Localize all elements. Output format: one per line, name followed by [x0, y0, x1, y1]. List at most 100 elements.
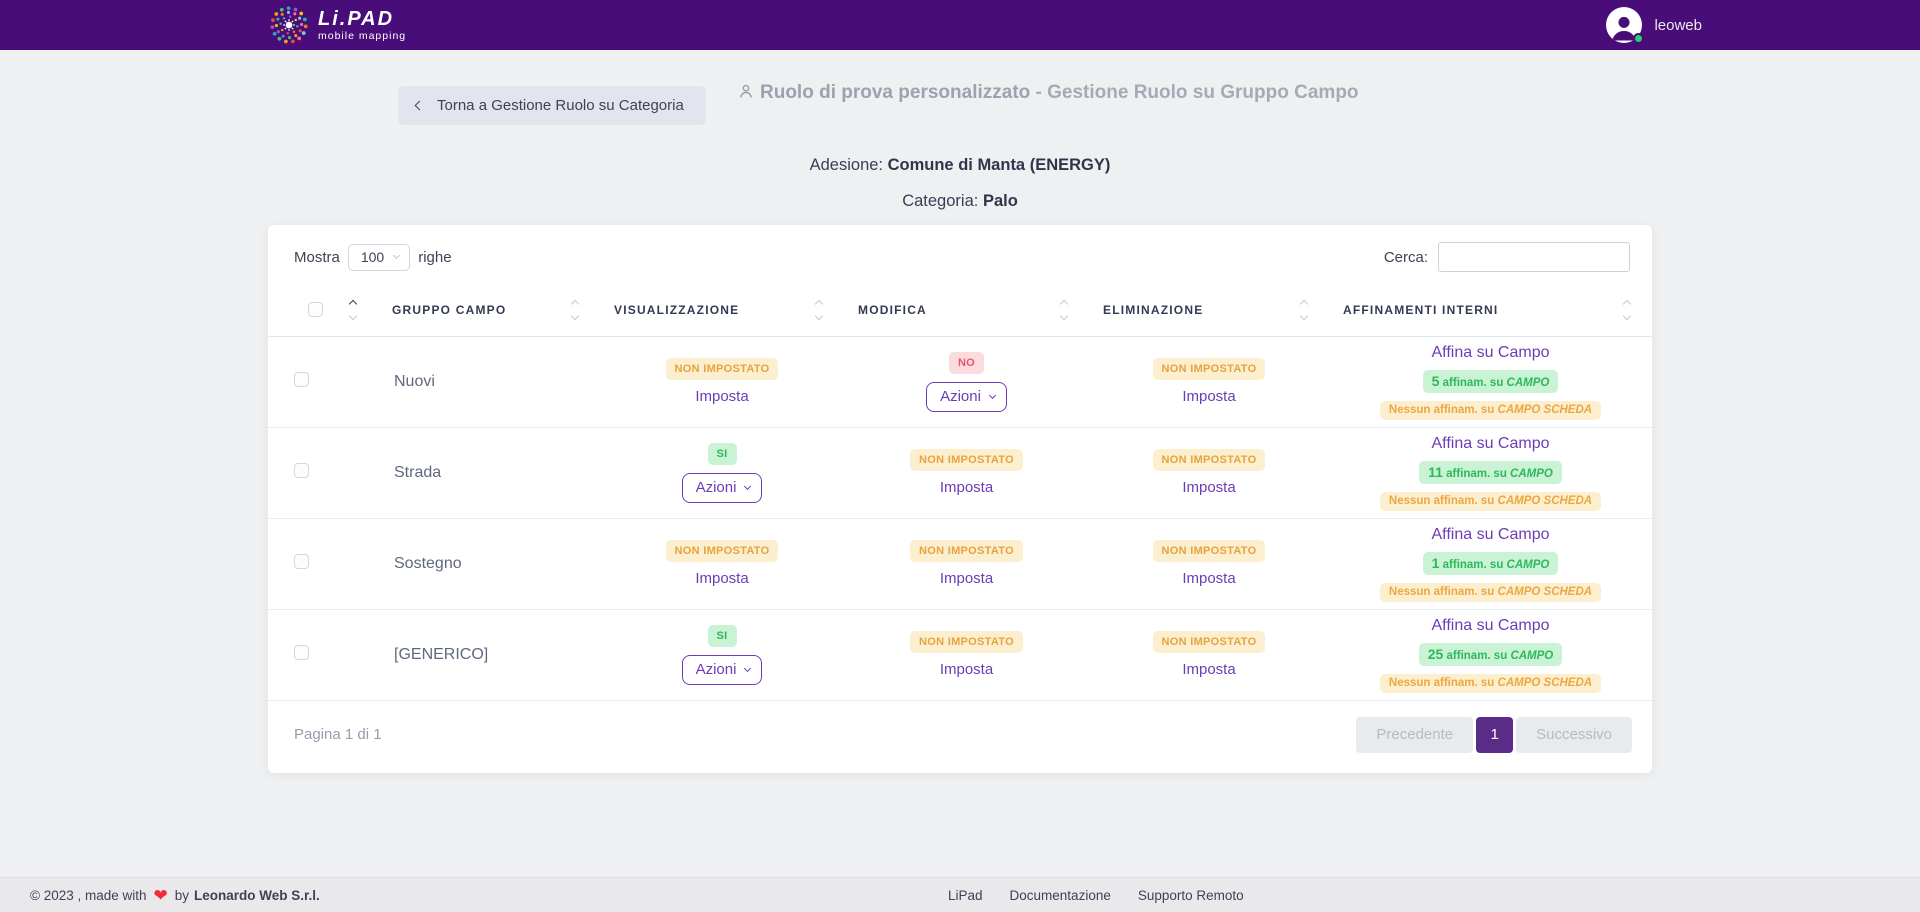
column-header-eliminazione: ELIMINAZIONE [1103, 302, 1204, 317]
cell-gruppo-campo: Nuovi [378, 336, 600, 428]
refinement-count: 11 [1428, 463, 1443, 480]
imposta-link[interactable]: Imposta [939, 479, 994, 496]
footer-link-supporto-remoto[interactable]: Supporto Remoto [1137, 887, 1244, 903]
imposta-link[interactable]: Imposta [939, 661, 994, 678]
footer-link-lipad[interactable]: LiPad [948, 887, 983, 903]
chevron-down-icon [988, 391, 996, 399]
imposta-link[interactable]: Imposta [1182, 388, 1236, 405]
select-all-checkbox[interactable] [308, 302, 323, 318]
imposta-link[interactable]: Imposta [1182, 479, 1236, 496]
sort-desc-icon [1299, 311, 1309, 320]
status-badge-modifica: NON IMPOSTATO [910, 540, 1023, 562]
imposta-link[interactable]: Imposta [695, 388, 749, 405]
sort-control[interactable] [348, 299, 358, 320]
page-size-value: 100 [360, 248, 385, 265]
refinement-count: 25 [1427, 645, 1444, 662]
gruppo-campo-table: GRUPPO CAMPO VISUALIZZAZIONE MODIFICA EL… [268, 284, 1652, 701]
online-status-dot [1633, 33, 1645, 44]
campo-refinements-badge: 25 affinam. su CAMPO [1418, 642, 1563, 666]
affina-su-campo-link[interactable]: Affina su Campo [1431, 434, 1550, 452]
campo-refinements-badge: 5 affinam. su CAMPO [1422, 369, 1559, 393]
sort-control[interactable] [1299, 299, 1309, 320]
categoria-label: Categoria: [902, 192, 979, 210]
cell-select [268, 518, 378, 610]
status-badge-eliminazione: NON IMPOSTATO [1152, 540, 1266, 562]
campo-scheda-refinements-badge: Nessun affinam. su CAMPO SCHEDA [1379, 400, 1602, 420]
affina-su-campo-link[interactable]: Affina su Campo [1431, 343, 1550, 361]
refinement-target: CAMPO SCHEDA [1497, 494, 1593, 507]
back-button[interactable]: Torna a Gestione Ruolo su Categoria [398, 86, 706, 125]
username: leoweb [1654, 16, 1702, 34]
page-title: Ruolo di prova personalizzato - Gestione… [738, 80, 1406, 107]
sort-control[interactable] [1059, 299, 1069, 320]
company-name: Leonardo Web S.r.l. [194, 887, 320, 903]
cell-visualizzazione: SI Azioni [600, 427, 844, 519]
table-header-row: GRUPPO CAMPO VISUALIZZAZIONE MODIFICA EL… [268, 284, 1652, 337]
sort-asc-icon [1622, 299, 1632, 308]
column-header-affinamenti-interni: AFFINAMENTI INTERNI [1343, 302, 1499, 317]
azioni-dropdown[interactable]: Azioni [681, 472, 763, 503]
status-badge-eliminazione: NON IMPOSTATO [1152, 449, 1266, 471]
sort-asc-icon [1299, 299, 1309, 308]
next-page-button[interactable]: Successivo [1516, 716, 1632, 753]
sort-asc-icon [814, 299, 824, 308]
cell-modifica: NO Azioni [844, 336, 1089, 428]
refinement-count: 1 [1431, 554, 1440, 571]
cell-select [268, 427, 378, 519]
row-checkbox[interactable] [294, 371, 309, 387]
affina-su-campo-link[interactable]: Affina su Campo [1431, 616, 1550, 634]
table-row: Strada SI Azioni NON IMPOSTATO Imposta NON IM… [268, 427, 1652, 519]
column-header-gruppo-campo: GRUPPO CAMPO [392, 302, 507, 317]
sort-control[interactable] [570, 299, 580, 320]
imposta-link[interactable]: Imposta [1182, 570, 1236, 587]
lipad-logo-dots-icon [270, 6, 308, 44]
copyright: © 2023 , made with ❤ by Leonardo Web S.r… [30, 887, 320, 904]
sort-control[interactable] [814, 299, 824, 320]
user-menu[interactable]: leoweb [1606, 7, 1702, 44]
status-badge-visualizzazione: NON IMPOSTATO [665, 540, 779, 562]
campo-scheda-refinements-badge: Nessun affinam. su CAMPO SCHEDA [1379, 491, 1602, 511]
cell-eliminazione: NON IMPOSTATO Imposta [1089, 518, 1329, 610]
cell-eliminazione: NON IMPOSTATO Imposta [1089, 336, 1329, 428]
imposta-link[interactable]: Imposta [695, 570, 749, 587]
cell-eliminazione: NON IMPOSTATO Imposta [1089, 427, 1329, 519]
sort-desc-icon [1059, 311, 1069, 320]
campo-refinements-badge: 11 affinam. su CAMPO [1419, 460, 1562, 484]
search-input[interactable] [1438, 242, 1630, 272]
status-badge-eliminazione: NON IMPOSTATO [1152, 358, 1266, 380]
lipad-logo[interactable]: Li.PAD mobile mapping [268, 4, 406, 46]
azioni-dropdown[interactable]: Azioni [926, 381, 1007, 412]
column-header-modifica: MODIFICA [858, 302, 927, 317]
campo-scheda-refinements-badge: Nessun affinam. su CAMPO SCHEDA [1379, 673, 1602, 693]
imposta-link[interactable]: Imposta [939, 570, 994, 587]
azioni-label: Azioni [695, 660, 737, 678]
azioni-dropdown[interactable]: Azioni [681, 654, 763, 685]
categoria-line: Categoria: Palo [268, 192, 1652, 211]
previous-page-button[interactable]: Precedente [1356, 716, 1474, 753]
azioni-label: Azioni [940, 387, 981, 405]
person-icon [1612, 16, 1637, 41]
imposta-link[interactable]: Imposta [1182, 661, 1236, 678]
cell-eliminazione: NON IMPOSTATO Imposta [1089, 609, 1329, 701]
cell-visualizzazione: NON IMPOSTATO Imposta [600, 336, 844, 428]
gruppo-campo-value: Sostegno [394, 554, 462, 572]
table-row: [GENERICO] SI Azioni NON IMPOSTATO Imposta NO… [268, 609, 1652, 701]
refinement-target: CAMPO SCHEDA [1497, 585, 1593, 598]
top-navbar: Li.PAD mobile mapping leoweb [0, 0, 1920, 50]
current-page-button[interactable]: 1 [1476, 716, 1514, 753]
cell-gruppo-campo: Sostegno [378, 518, 600, 610]
campo-scheda-refinements-badge: Nessun affinam. su CAMPO SCHEDA [1379, 582, 1602, 602]
azioni-label: Azioni [695, 478, 737, 496]
refinement-target: CAMPO SCHEDA [1497, 403, 1593, 416]
row-checkbox[interactable] [294, 462, 309, 478]
footer-link-documentazione[interactable]: Documentazione [1009, 887, 1111, 903]
row-checkbox[interactable] [294, 644, 309, 660]
refinement-target: CAMPO [1510, 467, 1553, 480]
gruppo-campo-value: Nuovi [394, 372, 435, 390]
page-size-select[interactable]: 100 [347, 243, 411, 271]
heart-icon: ❤ [153, 885, 168, 905]
sort-control[interactable] [1622, 299, 1632, 320]
row-checkbox[interactable] [294, 553, 309, 569]
affina-su-campo-link[interactable]: Affina su Campo [1431, 525, 1550, 543]
sort-desc-icon [1622, 311, 1632, 320]
